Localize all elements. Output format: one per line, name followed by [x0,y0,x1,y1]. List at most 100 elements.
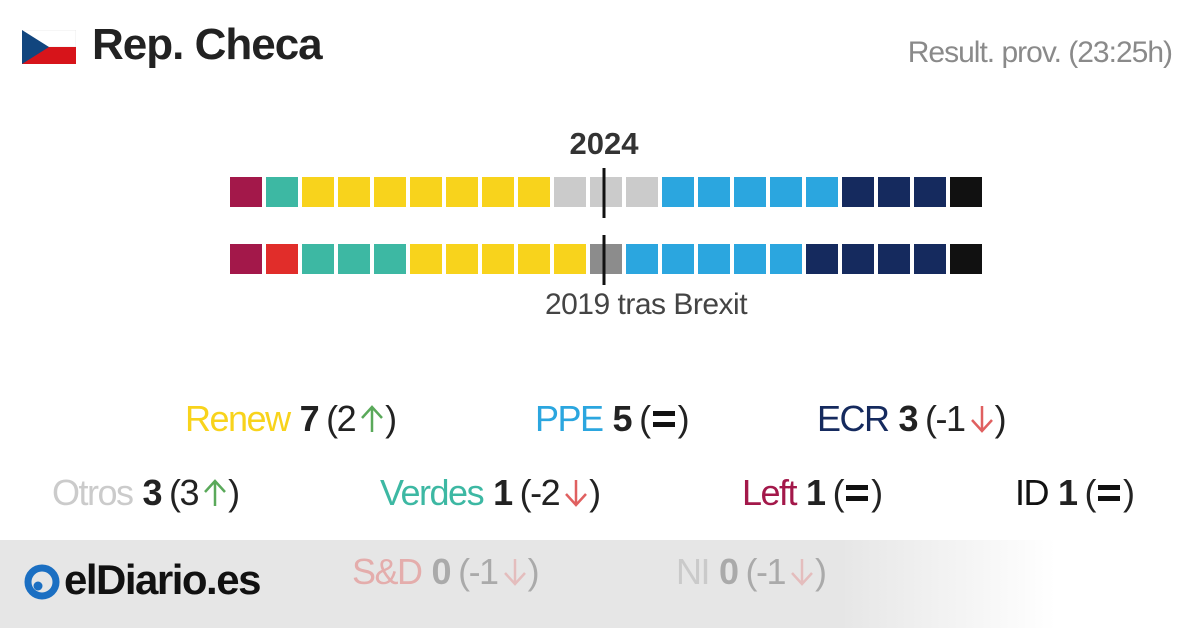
change: (2) [326,398,397,439]
seat [446,244,478,274]
change-value: -2 [530,472,561,513]
change-value: 3 [179,472,200,513]
seat [806,244,838,274]
legend-entry: Left 1( ) [742,472,884,514]
seat-count: 0 [431,551,452,592]
seat-count: 1 [1058,472,1078,513]
seat-segment [950,244,982,274]
party-name: Verdes [380,472,485,513]
status: Result. prov. (23:25h) [907,36,1173,69]
seat [482,177,514,207]
seat [590,177,622,207]
seat [878,177,910,207]
change: (-1) [458,551,540,592]
change-value: -1 [756,551,787,592]
seat-segment [266,244,298,274]
seat [410,244,442,274]
party-name: ID [1015,472,1050,513]
seat-count: 5 [612,398,633,439]
seat [266,244,298,274]
legend-entry: ECR 3(-1) [817,398,1007,440]
seat [806,177,838,207]
seat-segment [230,244,262,274]
up-arrow [361,405,384,432]
seat [662,244,694,274]
seat [554,244,586,274]
seat [950,244,982,274]
seat [482,244,514,274]
seat-segment [266,177,298,207]
party-name: PPE [535,398,604,439]
seat [698,244,730,274]
seat [518,177,550,207]
legend-entry: Otros 3(3) [52,472,240,514]
legend-entry: Verdes 1(-2) [380,472,602,514]
seat [914,177,946,207]
seat [410,177,442,207]
brand-logo [24,564,60,600]
change: (-2) [519,472,602,513]
seat-segment [230,177,262,207]
legend-entry: S&D 0(-1) [352,551,540,593]
seat-count: 7 [299,398,320,439]
equal-icon [1098,485,1121,501]
seat [842,177,874,207]
seat-count: 3 [142,472,163,513]
seat-segment [302,244,406,274]
up-arrow [204,479,227,506]
seat [914,244,946,274]
seat-count: 1 [806,472,826,513]
seat-count: 1 [493,472,513,513]
change-value: -1 [468,551,500,592]
seat [554,177,586,207]
change: (-1) [925,398,1007,439]
seat [302,244,334,274]
seat [266,177,298,207]
seat-segment [302,177,550,207]
change-value: 2 [336,398,357,439]
seat [734,177,766,207]
party-name: Otros [52,472,134,513]
party-name: S&D [352,551,423,592]
legend-entry: NI 0(-1) [676,551,828,593]
legend-entry: ID 1( ) [1015,472,1136,514]
equal-icon [846,485,869,501]
seat [842,244,874,274]
seat [590,244,622,274]
party-name: Left [742,472,798,513]
seat-segment [806,244,946,274]
seat [446,177,478,207]
change: ( ) [832,472,884,513]
change: (3) [169,472,240,513]
change: ( ) [639,398,690,439]
seat [338,177,370,207]
change: (-1) [745,551,828,592]
seat [734,244,766,274]
equal-icon [652,411,675,427]
seat [230,244,262,274]
legend-entry: PPE 5( ) [535,398,690,440]
seat-segment [950,177,982,207]
seat [662,177,694,207]
seat-segment [590,244,622,274]
seat-segment [410,244,586,274]
party-name: ECR [817,398,890,439]
seat [374,244,406,274]
seat [338,244,370,274]
title: Rep. Checa [92,20,323,69]
bar-label: 2024 [570,126,640,161]
down-arrow [565,480,588,507]
seat [878,244,910,274]
footer [0,540,1200,628]
seat-segment [554,177,658,207]
flag [22,30,76,64]
seat [626,244,658,274]
seat-count: 0 [719,551,739,592]
down-arrow [791,559,813,586]
seat-segment [842,177,946,207]
chart: 2024 2019 tras Brexit [230,126,982,321]
seat-count: 3 [898,398,919,439]
change: ( ) [1084,472,1136,513]
seat [230,177,262,207]
